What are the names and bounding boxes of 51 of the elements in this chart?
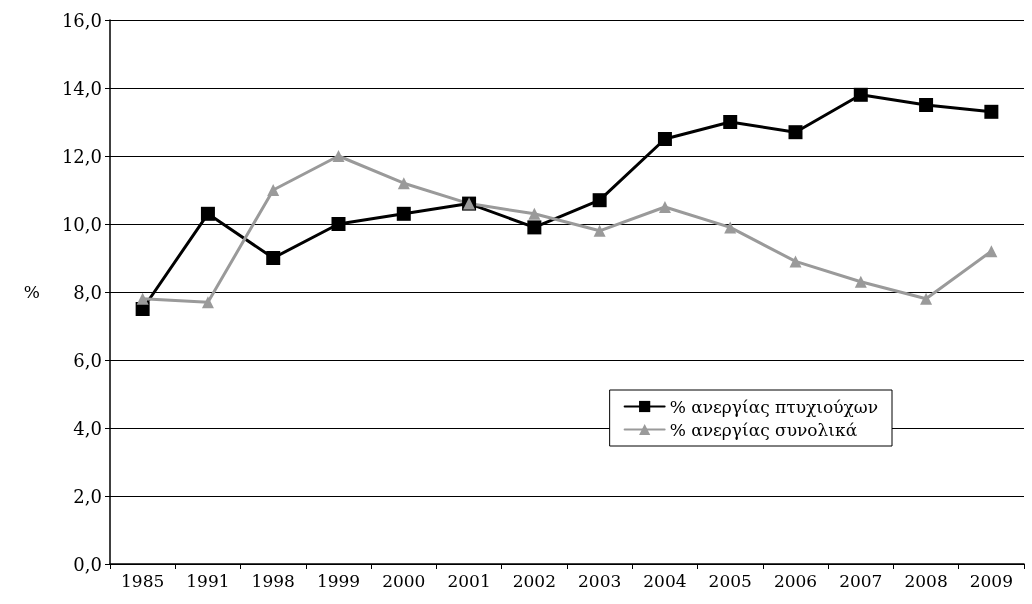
x-tick-label: 2003 — [578, 570, 622, 591]
y-tick-label: 10,0 — [61, 213, 102, 235]
point — [201, 296, 214, 309]
y-tick-label: 0,0 — [73, 553, 102, 575]
legend-label: % ανεργίας συνολικά — [669, 419, 858, 440]
x-tick-label: 2000 — [382, 570, 426, 591]
x-tick-label: 2009 — [969, 570, 1013, 591]
point — [267, 184, 280, 196]
point — [592, 193, 607, 208]
x-tick-label: 1991 — [186, 570, 230, 591]
point — [658, 201, 671, 213]
point — [331, 217, 346, 231]
y-axis-title: % — [23, 282, 40, 302]
point — [527, 220, 542, 235]
point — [723, 115, 738, 129]
point — [853, 87, 868, 102]
point — [332, 150, 345, 162]
y-tick-label: 4,0 — [73, 417, 102, 439]
x-tick-label: 2008 — [904, 570, 948, 591]
point — [789, 255, 802, 268]
point — [788, 125, 803, 140]
x-tick-label: 2002 — [512, 570, 556, 591]
y-tick-label: 14,0 — [61, 77, 102, 99]
y-tick-label: 2,0 — [73, 485, 102, 507]
point — [724, 221, 737, 234]
x-tick-label: 2007 — [839, 570, 883, 591]
point — [657, 132, 672, 146]
point — [136, 292, 149, 305]
x-tick-label: 2001 — [447, 570, 491, 591]
point — [266, 251, 281, 265]
point — [919, 98, 934, 112]
legend-label: % ανεργίας πτυχιούχων — [669, 396, 879, 417]
x-tick-label: 2004 — [643, 570, 687, 591]
y-tick-label: 8,0 — [73, 281, 102, 303]
point — [985, 245, 998, 258]
point — [920, 292, 933, 305]
x-tick-label: 1998 — [251, 570, 295, 591]
point — [984, 104, 999, 119]
point — [200, 206, 215, 221]
x-tick-label: 1985 — [121, 570, 165, 591]
point — [397, 177, 410, 190]
y-tick-label: 6,0 — [73, 349, 102, 371]
x-tick-label: 1999 — [316, 570, 361, 591]
x-tick-label: 2005 — [708, 570, 752, 591]
point — [528, 207, 541, 220]
y-tick-label: 12,0 — [61, 145, 102, 167]
point — [854, 275, 867, 288]
point — [396, 206, 411, 221]
y-tick-label: 16,0 — [61, 9, 102, 31]
x-tick-label: 2006 — [773, 570, 818, 591]
point — [593, 224, 606, 237]
